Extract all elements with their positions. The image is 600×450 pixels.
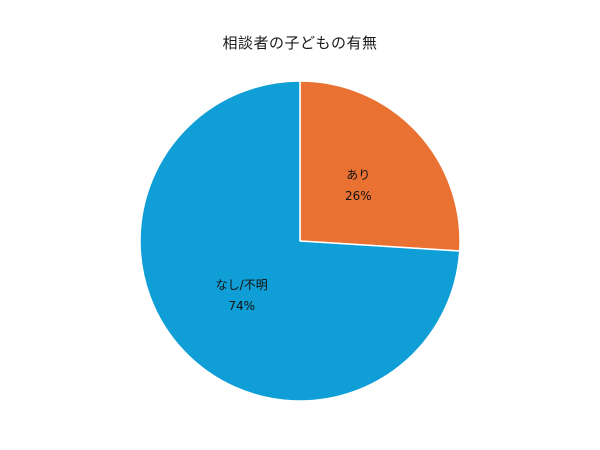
slice-label-1: なし/不明: [216, 278, 268, 292]
pie-slice-0: [299, 80, 461, 252]
pie-slice-1: [139, 80, 461, 402]
slice-value-label-1: 74%: [228, 299, 255, 313]
slice-value-label-0: 26%: [345, 189, 372, 203]
slice-label-0: あり: [346, 168, 370, 182]
chart-title: 相談者の子どもの有無: [222, 34, 378, 52]
